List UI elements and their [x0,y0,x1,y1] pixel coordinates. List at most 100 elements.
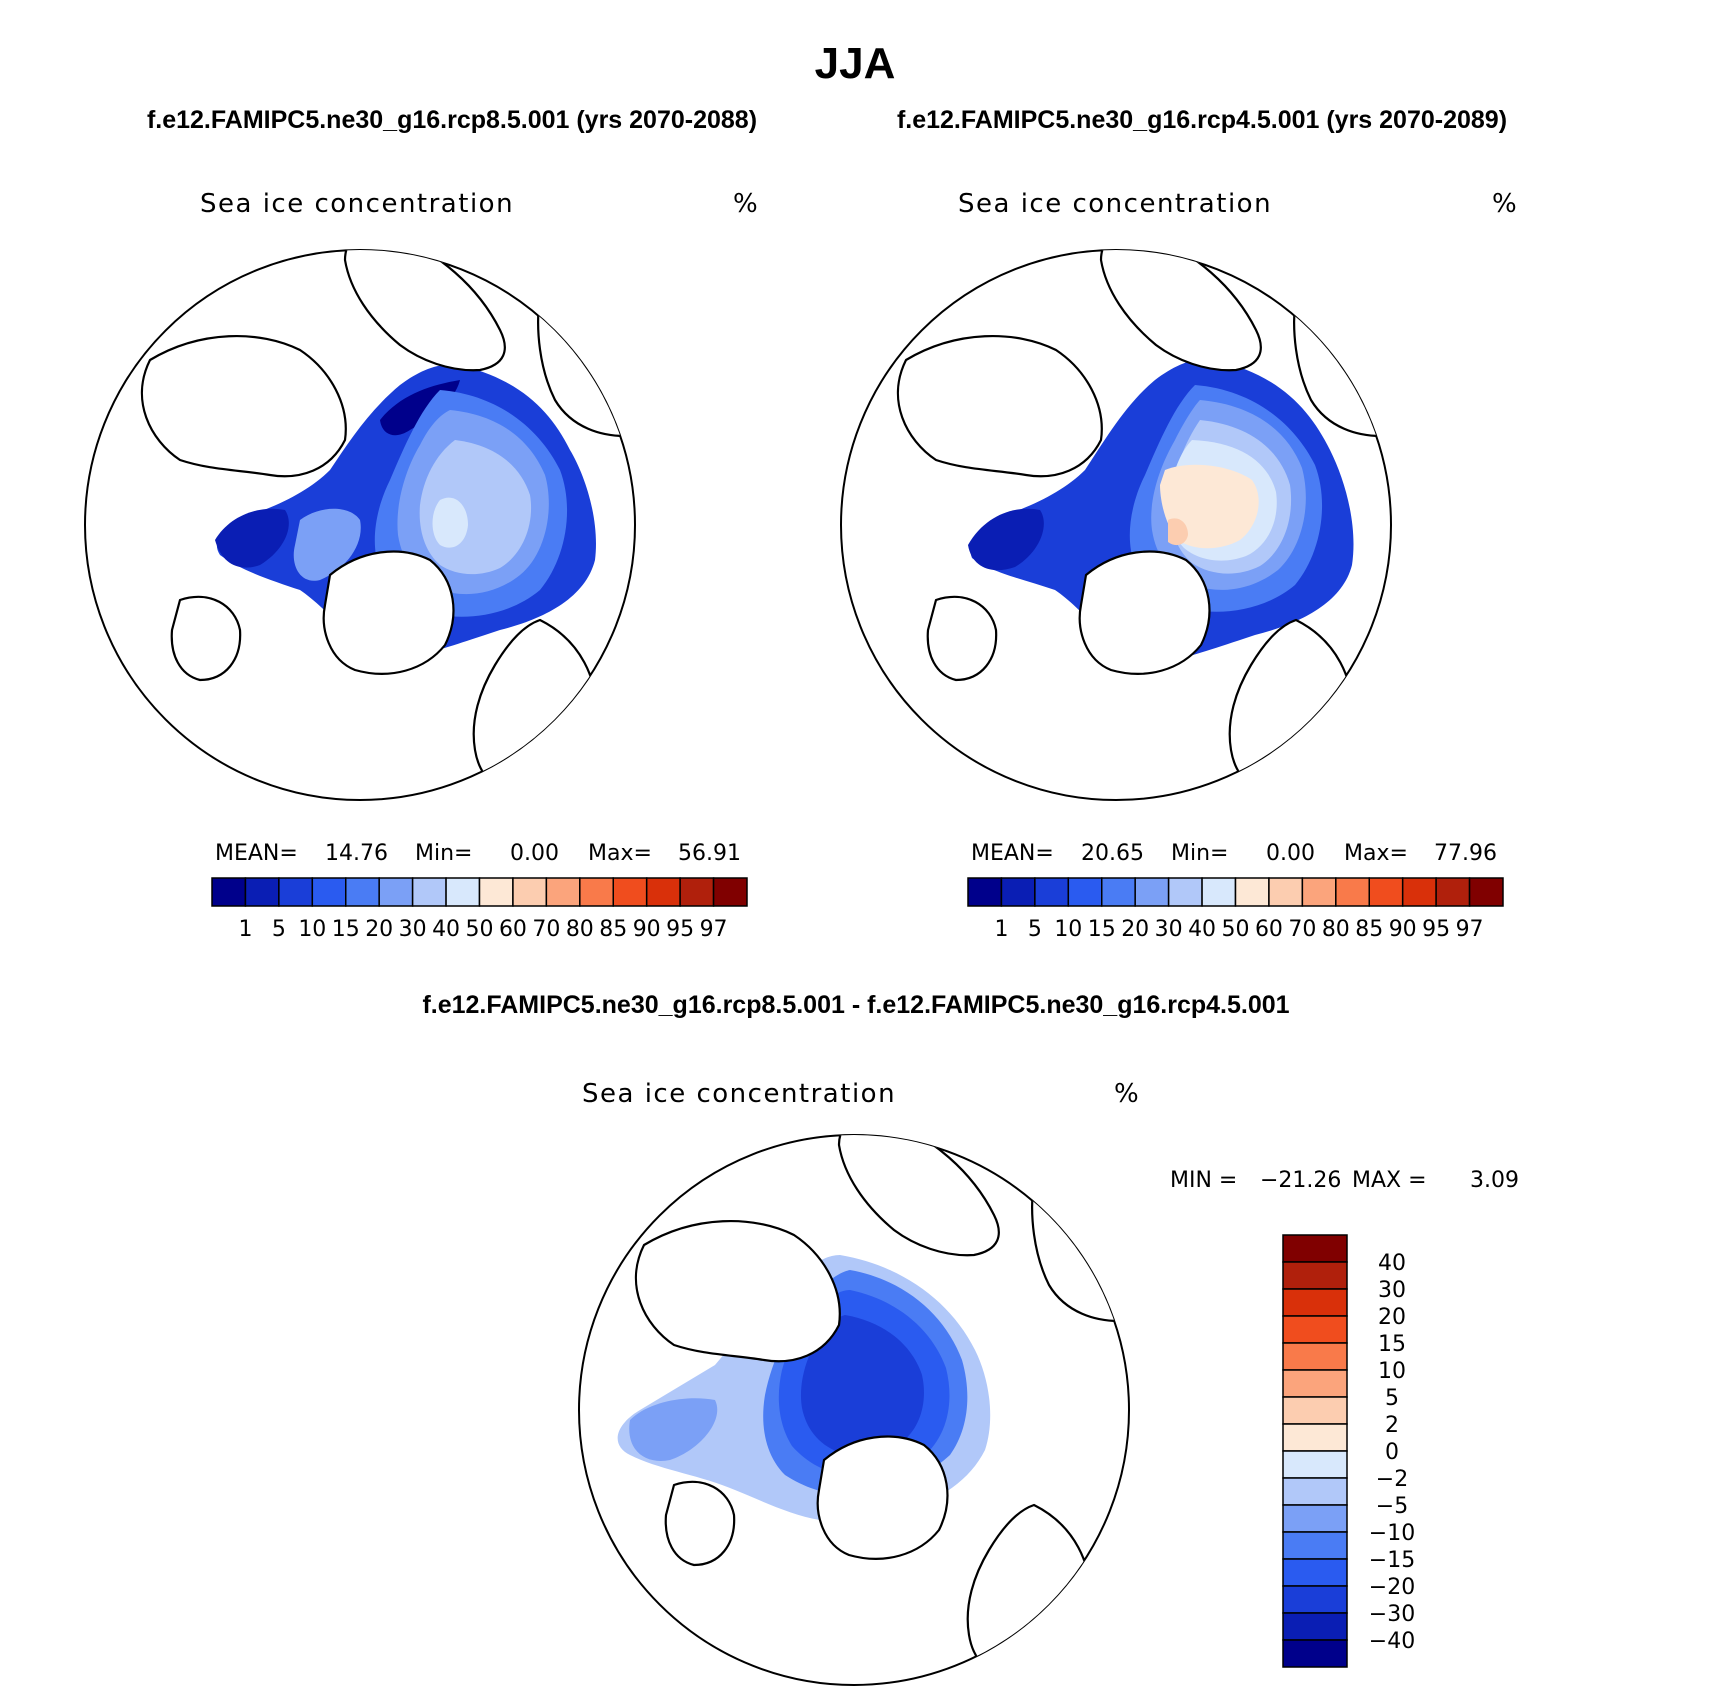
panel-rcp45-colorbar-tick-label: 80 [1322,917,1350,942]
panel-rcp45-variable: Sea ice concentration [958,189,1272,219]
panel-diff-colorbar-swatch-15 [1282,1639,1348,1668]
panel-rcp85-colorbar-tick-label: 70 [532,917,560,942]
panel-rcp45-colorbar-swatch-6 [1167,877,1203,907]
panel-diff-colorbar-swatch-3 [1282,1315,1348,1344]
panel-rcp85-colorbar-swatch-11 [579,877,614,907]
panel-diff-colorbar-swatch-14 [1282,1612,1348,1641]
panel-diff-colorbar-swatch-2 [1282,1288,1348,1317]
panel-diff-colorbar-swatch-13 [1282,1585,1348,1614]
panel-rcp85-mean-label: MEAN= [215,841,298,866]
panel-diff-map [578,1134,1130,1686]
panel-diff-min-value: −21.26 [1260,1168,1341,1193]
panel-rcp45-colorbar-swatch-5 [1134,877,1170,907]
panel-rcp85-colorbar-tick-label: 40 [432,917,460,942]
panel-diff-units: % [1114,1079,1140,1109]
panel-rcp45-colorbar-tick-label: 97 [1456,917,1484,942]
panel-rcp85-units: % [733,189,759,219]
panel-rcp45-colorbar-tick-label: 70 [1288,917,1316,942]
panel-rcp85-colorbar-tick-label: 85 [599,917,627,942]
panel-rcp85-colorbar-swatch-10 [545,877,581,907]
panel-rcp45-colorbar-tick-label: 15 [1088,917,1116,942]
panel-rcp45-colorbar-swatch-3 [1067,877,1103,907]
panel-diff-colorbar-tick-label: −10 [1369,1521,1415,1546]
panel-diff-colorbar-tick-label: −5 [1376,1494,1408,1519]
panel-rcp85-colorbar-swatch-5 [378,877,414,907]
panel-diff-colorbar-swatch-9 [1282,1477,1348,1506]
panel-rcp85-colorbar-tick-label: 15 [332,917,360,942]
panel-diff-min-label: MIN = [1170,1168,1237,1193]
panel-diff-colorbar-tick-label: 40 [1378,1251,1406,1276]
panel-diff-colorbar-tick-label: 15 [1378,1332,1406,1357]
panel-rcp85-colorbar-swatch-0 [211,877,247,907]
panel-diff-colorbar-swatch-8 [1282,1450,1348,1479]
panel-rcp85-colorbar-swatch-6 [411,877,447,907]
panel-rcp85-min-label: Min= [415,841,472,866]
panel-rcp45-colorbar-tick-label: 1 [994,917,1008,942]
panel-rcp85-stats: MEAN= 14.76 Min= 0.00 Max= 56.91 [215,841,741,866]
right-case-subtitle: f.e12.FAMIPC5.ne30_g16.rcp4.5.001 (yrs 2… [897,106,1507,134]
panel-diff-colorbar-tick-label: 0 [1385,1440,1399,1465]
panel-rcp85-colorbar-swatch-7 [445,877,481,907]
panel-rcp45-colorbar-swatch-2 [1034,877,1070,907]
panel-rcp45: Sea ice concentration % [840,189,1518,942]
panel-diff-colorbar-swatch-5 [1282,1369,1348,1398]
panel-rcp45-colorbar-tick-label: 40 [1188,917,1216,942]
panel-rcp45-colorbar-tick-label: 5 [1028,917,1042,942]
panel-diff-colorbar-tick-label: 2 [1385,1413,1399,1438]
panel-rcp45-max-value: 77.96 [1434,841,1497,866]
panel-rcp85: Sea ice concentration % [84,189,759,942]
panel-rcp45-colorbar-tick-label: 85 [1355,917,1383,942]
panel-diff-max-value: 3.09 [1470,1168,1519,1193]
panel-rcp85-mean-value: 14.76 [325,841,388,866]
panel-rcp45-colorbar-tick-label: 30 [1155,917,1183,942]
season-title: JJA [815,39,896,88]
panel-rcp85-ice-field [215,364,596,658]
panel-diff-colorbar-tick-label: 30 [1378,1278,1406,1303]
panel-diff-colorbar-tick-label: 10 [1378,1359,1406,1384]
panel-rcp85-colorbar-tick-label: 97 [700,917,728,942]
panel-diff-colorbar-tick-label: −15 [1369,1548,1415,1573]
panel-rcp85-max-value: 56.91 [678,841,741,866]
panel-rcp45-colorbar-tick-label: 90 [1389,917,1417,942]
panel-rcp45-colorbar-swatch-10 [1301,877,1337,907]
panel-diff-colorbar-tick-label: 5 [1385,1386,1399,1411]
panel-rcp45-colorbar-swatch-14 [1435,877,1471,907]
panel-rcp85-colorbar-tick-label: 1 [238,917,252,942]
panel-diff-colorbar-tick-label: 20 [1378,1305,1406,1330]
panel-rcp45-colorbar-swatch-4 [1101,877,1136,907]
panel-rcp45-colorbar-swatch-15 [1468,877,1504,907]
panel-rcp45-colorbar-tick-label: 60 [1255,917,1283,942]
panel-rcp45-mean-label: MEAN= [971,841,1054,866]
panel-diff-colorbar-tick-label: −30 [1369,1602,1415,1627]
panel-rcp45-colorbar-swatch-13 [1401,877,1437,907]
panel-rcp45-colorbar-tick-label: 10 [1054,917,1082,942]
panel-rcp85-colorbar-tick-label: 30 [399,917,427,942]
panel-rcp45-colorbar-swatch-0 [967,877,1003,907]
difference-title: f.e12.FAMIPC5.ne30_g16.rcp8.5.001 - f.e1… [422,991,1289,1019]
panel-diff-colorbar-swatch-10 [1282,1504,1348,1533]
panel-rcp45-units: % [1492,189,1518,219]
panel-rcp85-colorbar-swatch-12 [612,877,648,907]
panel-rcp85-colorbar-swatch-3 [311,877,347,907]
panel-diff-stats: MIN = −21.26 MAX = 3.09 [1170,1168,1519,1193]
panel-diff-max-label: MAX = [1352,1168,1427,1193]
panel-diff-colorbar-tick-label: −40 [1369,1629,1415,1654]
panel-rcp85-colorbar-swatch-14 [679,877,715,907]
panel-rcp85-max-label: Max= [588,841,652,866]
panel-rcp45-colorbar-swatch-9 [1268,877,1304,907]
panel-rcp45-colorbar-swatch-1 [1000,877,1036,907]
panel-rcp85-colorbar-swatch-8 [478,877,514,907]
panel-rcp45-min-label: Min= [1171,841,1228,866]
panel-rcp85-colorbar-tick-label: 60 [499,917,527,942]
panel-rcp85-colorbar-swatch-15 [712,877,748,907]
left-case-subtitle: f.e12.FAMIPC5.ne30_g16.rcp8.5.001 (yrs 2… [147,106,757,134]
panel-diff-colorbar-swatch-12 [1282,1558,1348,1587]
panel-rcp45-colorbar-tick-label: 95 [1422,917,1450,942]
panel-rcp85-colorbar-swatch-2 [278,877,314,907]
panel-diff: Sea ice concentration % MIN = [578,1079,1519,1686]
panel-diff-colorbar-tick-label: −20 [1369,1575,1415,1600]
panel-rcp85-colorbar-swatch-13 [645,877,681,907]
panel-diff-colorbar-swatch-7 [1282,1423,1348,1452]
